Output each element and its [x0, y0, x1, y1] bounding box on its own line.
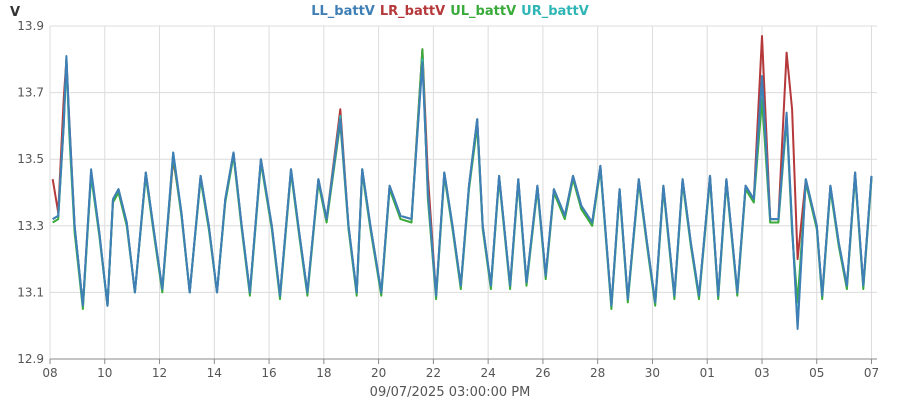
y-tick-label: 13.1: [17, 285, 44, 299]
x-axis-ticks: 08 10 12 14 16 18 20 22 24 26 28 30 01 03 05 07: [42, 359, 879, 380]
x-tick-label: 16: [261, 366, 276, 380]
x-tick-label: 28: [590, 366, 605, 380]
x-tick-label: 01: [700, 366, 715, 380]
x-axis-label: 09/07/2025 03:00:00 PM: [370, 385, 531, 400]
legend-entry-ll-battv: LL_battV: [311, 4, 375, 19]
legend-entry-ul-battv: UL_battV: [450, 4, 516, 19]
x-tick-label: 26: [535, 366, 550, 380]
series-line-ll-battv: [52, 55, 873, 330]
x-tick-label: 24: [481, 366, 496, 380]
y-tick-label: 13.3: [17, 219, 44, 233]
series-lines: [51, 35, 873, 330]
y-axis-ticks: 12.9 13.1 13.3 13.5 13.7 13.9: [17, 19, 44, 366]
x-tick-label: 14: [207, 366, 222, 380]
x-tick-label: 03: [754, 366, 769, 380]
legend: LL_battV LR_battV UL_battV UR_battV: [311, 4, 589, 19]
legend-entry-ur-battv: UR_battV: [521, 4, 589, 19]
x-tick-label: 08: [42, 366, 57, 380]
x-tick-label: 07: [864, 366, 879, 380]
x-tick-label: 12: [152, 366, 167, 380]
y-tick-label: 13.7: [17, 86, 44, 100]
x-tick-label: 22: [426, 366, 441, 380]
grid: [49, 25, 877, 360]
x-tick-label: 10: [97, 366, 112, 380]
legend-entry-lr-battv: LR_battV: [380, 4, 445, 19]
x-tick-label: 20: [371, 366, 386, 380]
x-tick-label: 18: [316, 366, 331, 380]
y-tick-label: 13.9: [17, 19, 44, 33]
x-tick-label: 05: [809, 366, 824, 380]
x-tick-label: 30: [645, 366, 660, 380]
y-tick-label: 12.9: [17, 352, 44, 366]
y-tick-label: 13.5: [17, 152, 44, 166]
legend-entries: LL_battV LR_battV UL_battV UR_battV: [311, 4, 589, 19]
y-axis-label: V: [10, 5, 20, 20]
